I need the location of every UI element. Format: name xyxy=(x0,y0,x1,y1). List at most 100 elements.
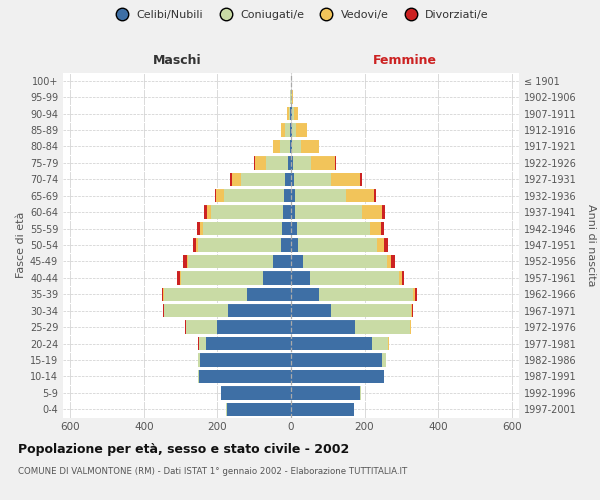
Bar xyxy=(296,222,370,235)
Bar xyxy=(266,156,288,170)
Bar xyxy=(383,370,385,383)
Text: COMUNE DI VALMONTONE (RM) - Dati ISTAT 1° gennaio 2002 - Elaborazione TUTTITALIA: COMUNE DI VALMONTONE (RM) - Dati ISTAT 1… xyxy=(18,468,407,476)
Bar xyxy=(292,90,293,104)
Bar xyxy=(372,337,388,350)
Bar xyxy=(255,156,266,170)
Bar xyxy=(215,189,217,202)
Bar xyxy=(402,271,404,284)
Text: Popolazione per età, sesso e stato civile - 2002: Popolazione per età, sesso e stato civil… xyxy=(18,442,349,456)
Bar xyxy=(291,320,355,334)
Bar xyxy=(311,156,335,170)
Bar xyxy=(290,140,291,153)
Bar xyxy=(282,222,291,235)
Bar xyxy=(294,172,331,186)
Bar xyxy=(187,254,188,268)
Bar xyxy=(164,304,229,318)
Bar xyxy=(289,107,290,120)
Bar xyxy=(286,124,290,136)
Bar xyxy=(177,271,180,284)
Bar xyxy=(227,402,291,416)
Bar xyxy=(196,238,198,252)
Bar xyxy=(331,304,411,318)
Bar xyxy=(399,271,402,284)
Bar xyxy=(291,206,295,219)
Bar xyxy=(287,107,289,120)
Bar xyxy=(382,354,386,366)
Bar xyxy=(292,124,296,136)
Bar xyxy=(291,402,353,416)
Bar xyxy=(384,238,388,252)
Bar xyxy=(221,386,291,400)
Bar xyxy=(346,189,374,202)
Bar xyxy=(295,206,362,219)
Bar xyxy=(288,156,291,170)
Bar xyxy=(391,254,395,268)
Bar xyxy=(331,172,360,186)
Bar xyxy=(291,354,382,366)
Bar xyxy=(377,238,384,252)
Bar xyxy=(247,288,291,301)
Bar xyxy=(355,320,410,334)
Bar xyxy=(161,288,163,301)
Bar xyxy=(292,140,301,153)
Bar xyxy=(263,271,291,284)
Bar xyxy=(291,222,296,235)
Bar xyxy=(415,288,417,301)
Bar xyxy=(291,189,295,202)
Bar xyxy=(293,107,298,120)
Bar xyxy=(381,222,384,235)
Bar xyxy=(198,354,200,366)
Bar xyxy=(292,107,293,120)
Bar xyxy=(291,370,383,383)
Bar xyxy=(207,206,211,219)
Bar xyxy=(411,304,412,318)
Bar xyxy=(241,172,286,186)
Bar xyxy=(180,271,181,284)
Bar xyxy=(273,140,280,153)
Bar xyxy=(295,189,346,202)
Bar xyxy=(204,206,207,219)
Bar xyxy=(413,288,415,301)
Bar xyxy=(291,386,360,400)
Bar xyxy=(291,304,331,318)
Bar xyxy=(293,156,311,170)
Bar xyxy=(303,254,386,268)
Bar xyxy=(186,320,217,334)
Bar xyxy=(232,172,241,186)
Bar xyxy=(164,288,247,301)
Bar xyxy=(217,320,291,334)
Bar xyxy=(163,304,164,318)
Bar xyxy=(291,107,292,120)
Text: Maschi: Maschi xyxy=(152,54,202,68)
Bar xyxy=(193,238,196,252)
Bar xyxy=(291,124,292,136)
Bar xyxy=(284,189,291,202)
Bar xyxy=(281,238,291,252)
Bar xyxy=(370,222,381,235)
Bar xyxy=(272,254,291,268)
Bar xyxy=(198,238,281,252)
Bar xyxy=(291,140,292,153)
Bar xyxy=(291,288,319,301)
Bar xyxy=(412,304,413,318)
Bar xyxy=(374,189,376,202)
Bar xyxy=(291,271,310,284)
Bar xyxy=(382,206,385,219)
Bar xyxy=(291,337,372,350)
Bar xyxy=(319,288,413,301)
Bar xyxy=(281,124,286,136)
Bar xyxy=(197,222,200,235)
Bar xyxy=(360,172,362,186)
Bar xyxy=(203,222,282,235)
Bar xyxy=(362,206,382,219)
Bar xyxy=(200,222,203,235)
Bar xyxy=(211,206,283,219)
Y-axis label: Anni di nascita: Anni di nascita xyxy=(586,204,596,286)
Bar xyxy=(199,337,206,350)
Bar xyxy=(286,172,291,186)
Bar xyxy=(290,124,291,136)
Bar xyxy=(199,370,291,383)
Bar xyxy=(291,254,303,268)
Bar xyxy=(335,156,336,170)
Bar xyxy=(224,189,284,202)
